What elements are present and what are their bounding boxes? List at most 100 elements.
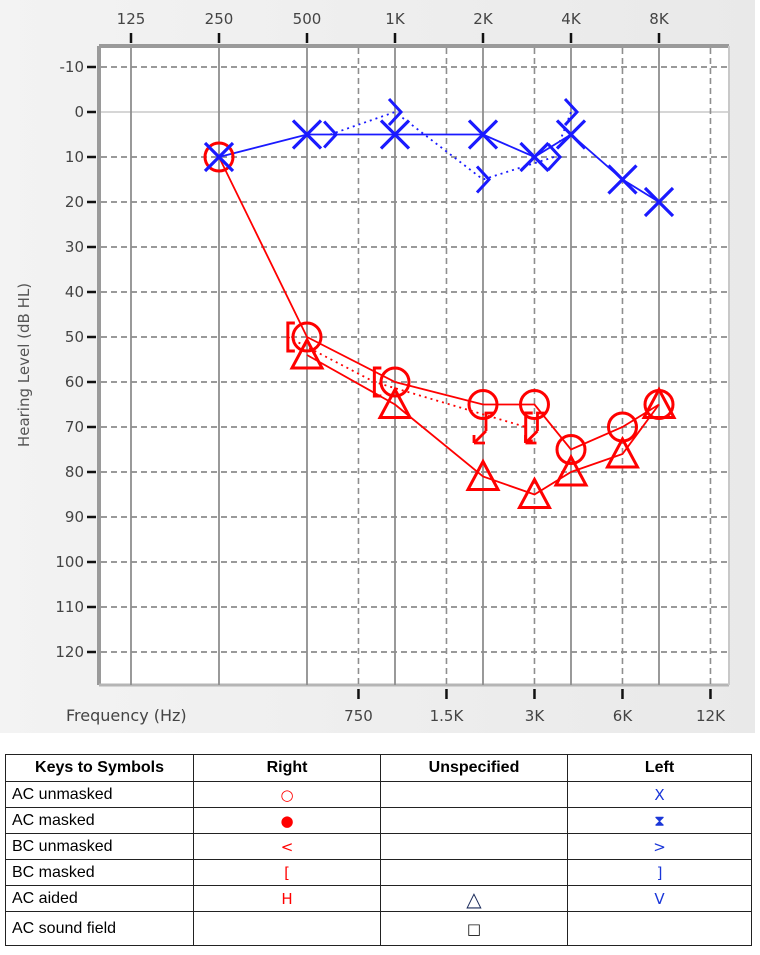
left-symbol: > [567,833,752,860]
y-tick-label: 100 [55,553,84,571]
legend-key-label: AC sound field [5,911,194,946]
legend-key-label: BC unmasked [5,833,194,860]
y-tick-label: 10 [65,148,84,166]
y-tick-label: 120 [55,643,84,661]
left-bc-line [329,110,572,181]
aided-line [306,354,660,496]
right-symbol: ○ [193,781,381,808]
legend-row: AC aided H △ V [5,885,752,912]
left-ac-x-marker [291,119,323,150]
x-top-tick-label: 250 [205,10,234,28]
y-tick-label: 20 [65,193,84,211]
right-ac-o-marker [643,389,675,420]
left-symbol: X [567,781,752,808]
y-tick-label: 90 [65,508,84,526]
y-tick-label: 30 [65,238,84,256]
legend-key-label: AC aided [5,885,194,912]
unspecified-symbol [380,859,568,886]
unspecified-symbol: △ [380,885,568,912]
right-ac-o-marker [203,141,235,173]
left-ac-x-marker [607,164,638,195]
right-ac-o-marker [291,321,323,353]
left-bc-gt-marker [387,97,404,127]
left-symbol [567,911,752,946]
aided-triangle-marker [516,476,552,509]
left-ac-x-marker [203,141,235,173]
legend-row: BC unmasked < > [5,833,752,860]
left-ac-x-marker [519,141,550,173]
right-symbol: < [193,833,381,860]
x-top-tick-label: 4K [561,10,582,28]
aided-triangle-marker [553,453,589,487]
unspecified-symbol [380,807,568,834]
x-bottom-tick-label: 1.5K [430,707,465,725]
aided-triangle-marker [289,336,325,370]
legend-row: AC unmasked ○ X [5,781,752,808]
left-bc-gt-marker [546,142,563,172]
header-left: Left [567,754,752,782]
legend-row: AC masked ● ⧗ [5,807,752,834]
legend-key-label: BC masked [5,859,194,886]
aided-triangle-marker [465,458,501,491]
right-bc-masked-bracket-marker [372,366,382,398]
axis-ticks: -10 0 10 20 30 40 50 60 70 80 90 100 110 120 125 250 500… [55,10,726,725]
audiogram-chart: -10 0 10 20 30 40 50 60 70 80 90 100 110 120 125 250 500… [15,10,730,725]
left-symbol: ] [567,859,752,886]
right-bc-no-response-marker [472,411,495,445]
y-tick-label: -10 [60,58,85,76]
header-right: Right [193,754,381,782]
x-bottom-tick-label: 12K [696,707,726,725]
left-bc-gt-marker [475,165,492,194]
y-tick-label: 0 [74,103,84,121]
aided-triangle-marker [377,386,413,419]
legend-key-label: AC masked [5,807,194,834]
y-tick-label: 80 [65,463,84,481]
plot-frame [97,44,730,687]
x-top-tick-label: 8K [649,10,670,28]
left-symbol: V [567,885,752,912]
right-ac-o-marker [606,411,638,443]
left-ac-x-marker [555,119,587,150]
series-markers [203,97,677,509]
x-bottom-tick-label: 6K [613,707,634,725]
header-unspecified: Unspecified [380,754,568,782]
left-ac-x-marker [643,186,675,218]
right-ac-line [218,156,660,451]
x-top-tick-label: 1K [385,10,406,28]
x-bottom-tick-label: 750 [344,707,373,725]
right-ac-o-marker [555,434,587,465]
right-bc-no-response-marker [524,411,547,445]
left-symbol: ⧗ [567,807,752,834]
audiogram-panel: -10 0 10 20 30 40 50 60 70 80 90 100 110 120 125 250 500… [0,0,755,733]
right-bc-masked-bracket-marker [286,321,295,353]
legend-header-row: Keys to Symbols Right Unspecified Left [5,754,752,782]
unspecified-symbol: □ [380,911,568,946]
right-ac-o-marker [518,389,550,420]
header-keys: Keys to Symbols [5,754,194,782]
right-symbol [193,911,381,946]
x-bottom-tick-label: 3K [525,707,546,725]
right-symbol: ● [193,807,381,834]
x-axis-title: Frequency (Hz) [66,706,187,725]
unspecified-symbol [380,833,568,860]
y-tick-label: 40 [65,283,84,301]
unspecified-symbol [380,781,568,808]
x-top-tick-label: 500 [293,10,322,28]
x-top-tick-label: 125 [117,10,146,28]
legend-row: BC masked[] [5,859,752,886]
left-ac-x-marker [379,119,411,150]
left-bc-gt-marker [323,120,339,149]
aided-triangle-marker [604,435,640,469]
y-tick-label: 110 [55,598,84,616]
x-top-tick-label: 2K [473,10,494,28]
y-axis-title: Hearing Level (dB HL) [15,283,33,447]
symbol-key-table: Keys to Symbols Right Unspecified Left A… [5,754,752,946]
y-tick-label: 70 [65,418,84,436]
right-ac-o-marker [467,389,499,420]
plot-area [99,46,729,685]
right-ac-o-marker [379,366,411,398]
left-ac-x-marker [467,119,499,150]
y-tick-label: 50 [65,328,84,346]
left-bc-gt-marker [563,97,580,127]
grid-lines [101,48,729,685]
